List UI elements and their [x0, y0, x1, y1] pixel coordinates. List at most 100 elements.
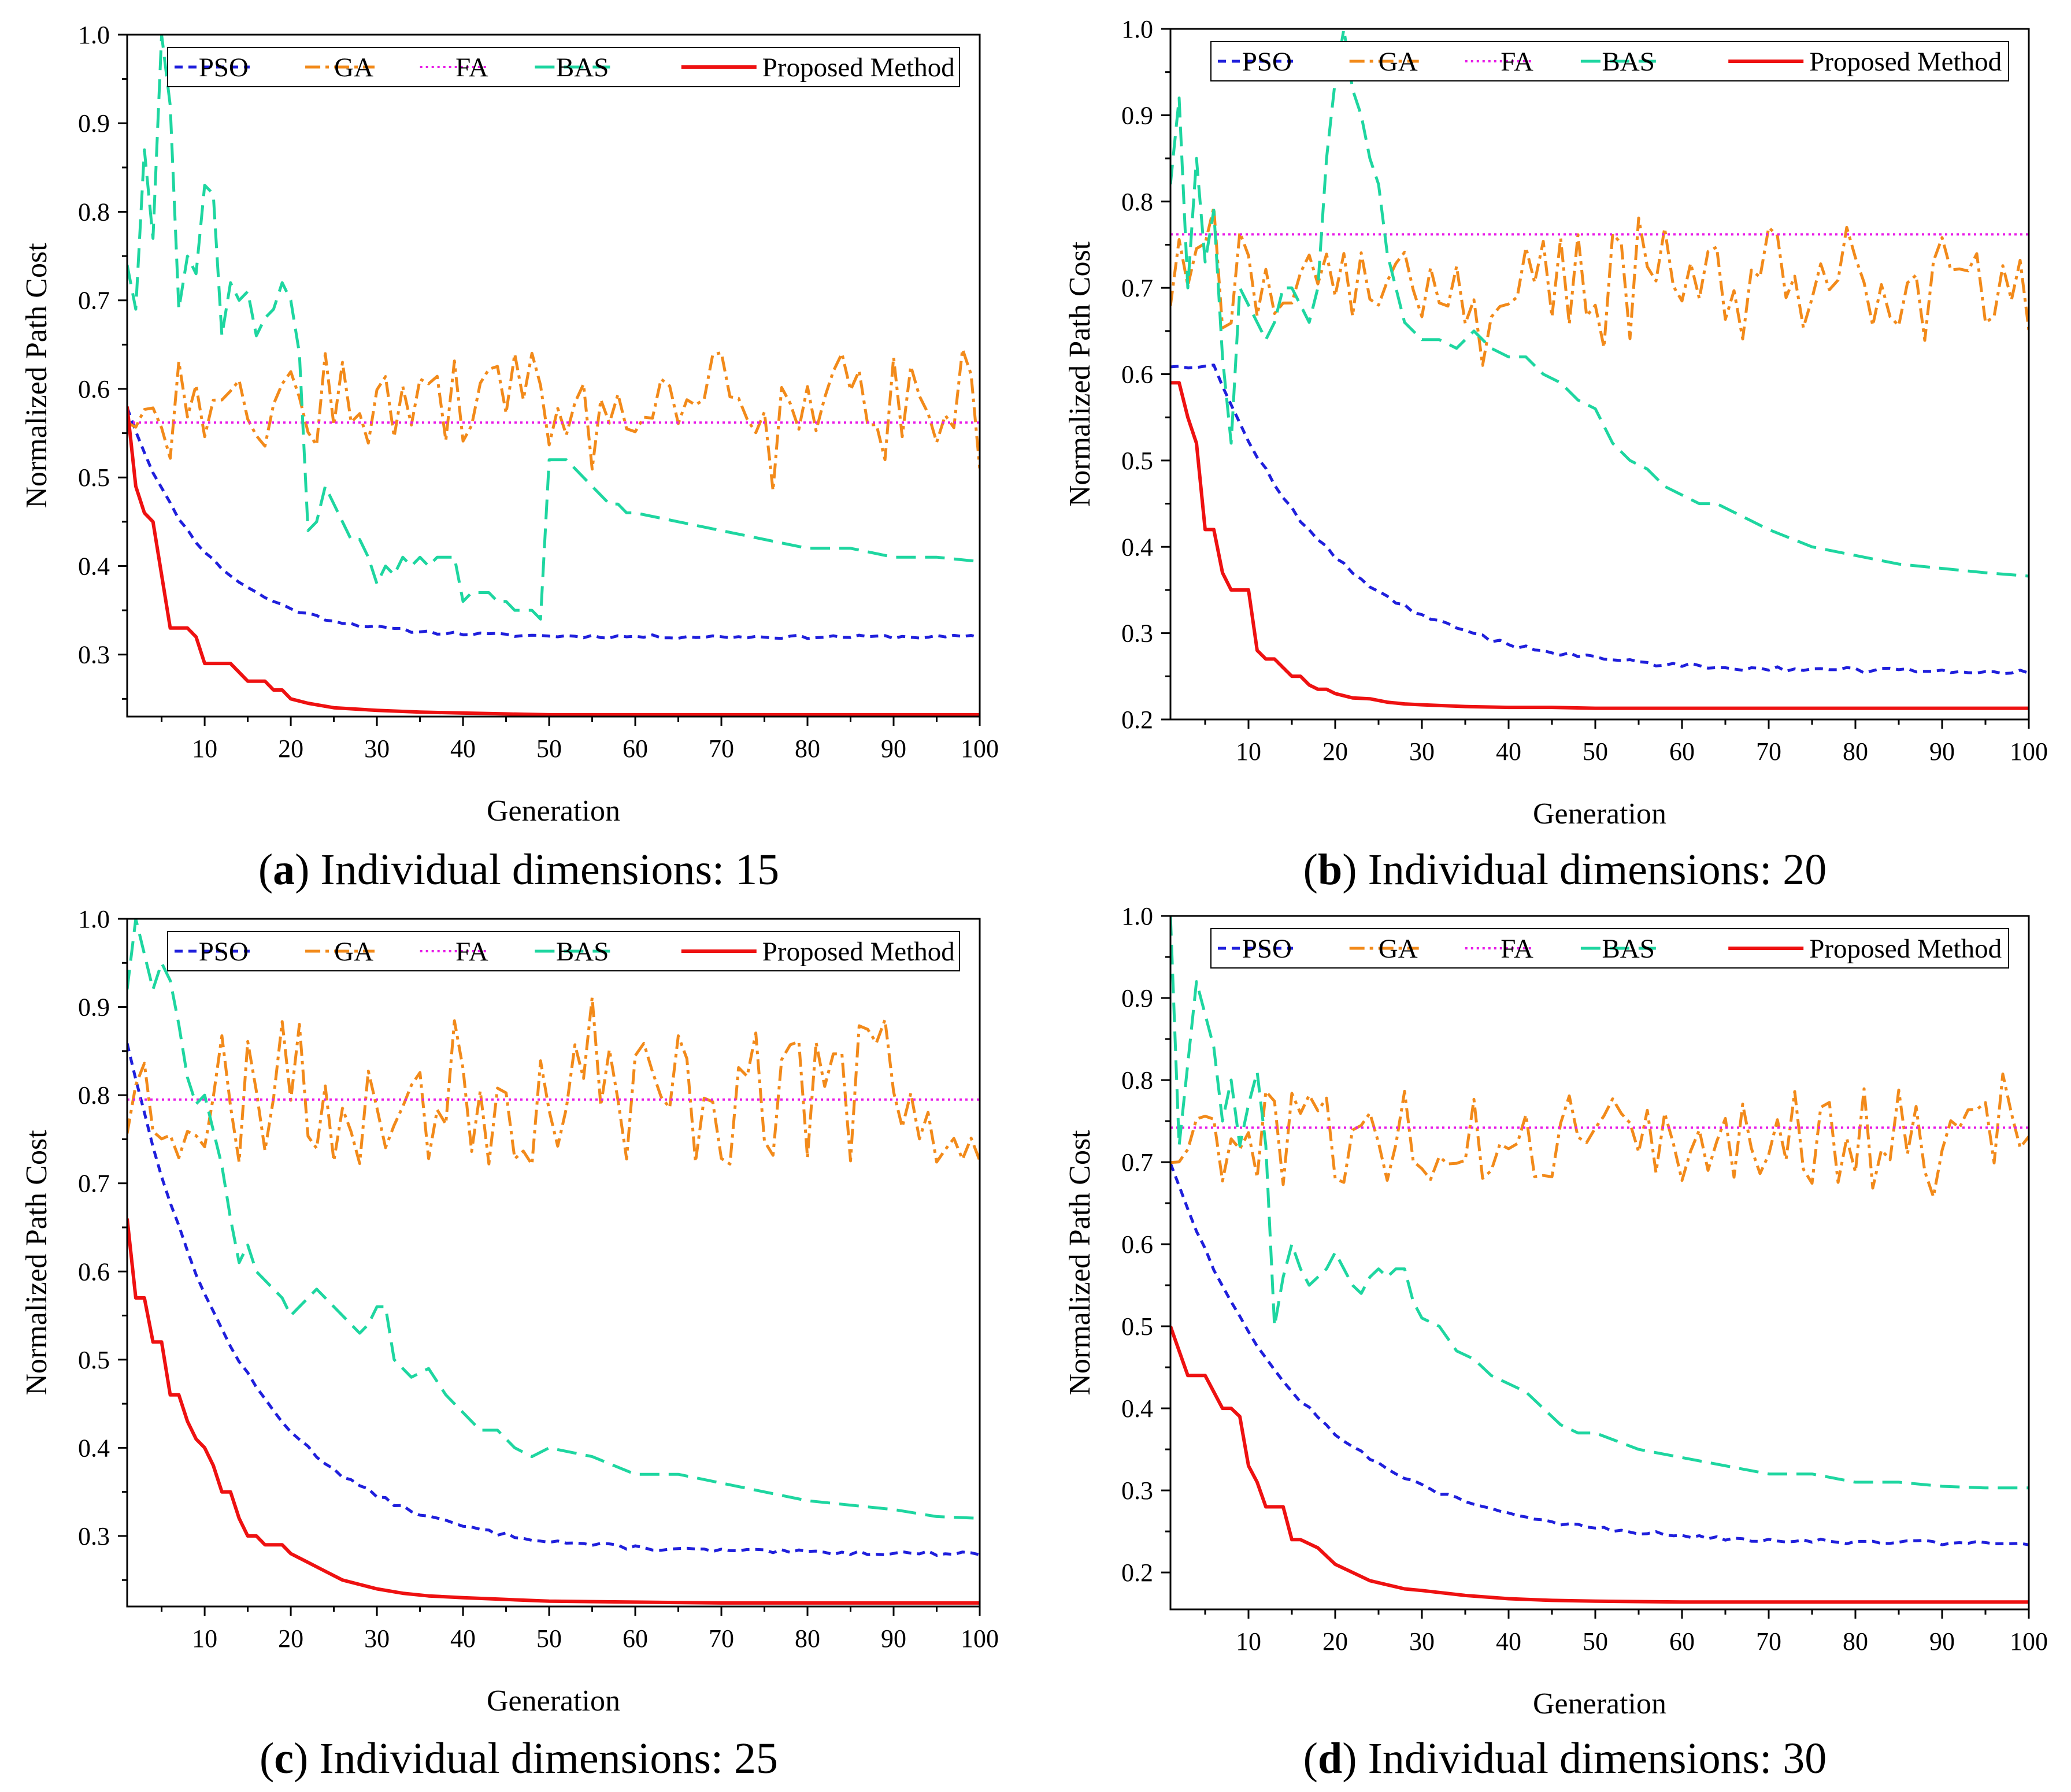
- y-tick-label: 1.0: [1121, 15, 1153, 43]
- x-tick-label: 70: [709, 734, 734, 763]
- x-axis-title: Generation: [487, 1685, 620, 1717]
- y-tick-label: 0.9: [1121, 101, 1153, 129]
- y-tick-label: 0.7: [78, 287, 110, 315]
- y-tick-label: 0.6: [78, 1257, 110, 1286]
- plot-frame: [1169, 28, 2030, 721]
- x-tick-label: 60: [1669, 1627, 1695, 1656]
- y-tick-label: 0.2: [1121, 1559, 1153, 1587]
- legend-label: BAS: [1602, 47, 1654, 77]
- y-tick-label: 1.0: [78, 21, 110, 49]
- legend-label: GA: [334, 937, 373, 967]
- y-tick-label: 0.9: [1121, 984, 1153, 1012]
- series-line-proposed-method: [127, 406, 980, 717]
- legend-label: PSO: [1242, 47, 1292, 77]
- y-axis-title: Normalized Path Cost: [1064, 241, 1096, 507]
- y-tick-label: 1.0: [1121, 902, 1153, 930]
- y-tick-label: 0.3: [1121, 1476, 1153, 1505]
- x-tick-label: 10: [192, 734, 217, 763]
- x-tick-label: 30: [364, 734, 390, 763]
- plot-frame: [126, 34, 981, 718]
- series-lines: [1170, 916, 2029, 1604]
- y-tick-label: 0.4: [78, 552, 110, 580]
- legend-label: BAS: [556, 937, 609, 967]
- y-tick-label: 0.5: [1121, 1312, 1153, 1341]
- legend-label: BAS: [556, 53, 609, 83]
- caption-paren: (: [258, 845, 273, 894]
- y-tick-label: 0.6: [1121, 361, 1153, 389]
- y-tick-label: 0.7: [1121, 274, 1153, 302]
- legend: PSO GA FA BAS Proposed Method: [1210, 41, 2009, 81]
- y-axis-title: Normalized Path Cost: [1064, 1130, 1096, 1396]
- legend: PSO GA FA BAS Proposed Method: [1210, 928, 2009, 969]
- y-tick-label: 0.4: [1121, 533, 1153, 561]
- x-tick-label: 60: [623, 734, 648, 763]
- x-axis-title: Generation: [1533, 1687, 1666, 1720]
- legend-label: Proposed Method: [1809, 47, 2002, 77]
- series-line-proposed-method: [127, 1218, 980, 1605]
- series-lines: [127, 35, 980, 717]
- series-line-bas: [1170, 29, 2029, 578]
- y-tick-label: 0.5: [1121, 447, 1153, 475]
- series-line-bas: [127, 919, 980, 1520]
- legend-label: FA: [455, 937, 488, 967]
- x-axis-title: Generation: [487, 795, 620, 828]
- x-tick-label: 50: [536, 734, 562, 763]
- y-axis-title: Normalized Path Cost: [20, 243, 53, 509]
- legend-label: GA: [1379, 47, 1418, 77]
- x-tick-label: 20: [1322, 1627, 1348, 1656]
- chart-panel-d: 10 20 30 40 50 60 70 80 90 100 0.2 0.3 0.4 0.5 0.6 0.7 0…: [1064, 902, 2048, 1783]
- x-tick-label: 50: [1583, 1627, 1608, 1656]
- series-line-bas: [1170, 916, 2029, 1490]
- y-tick-label: 0.8: [78, 1081, 110, 1110]
- series-line-proposed-method: [1170, 381, 2029, 710]
- series-line-ga: [1170, 1073, 2029, 1199]
- x-tick-label: 40: [450, 1624, 476, 1653]
- caption-letter: b: [1318, 845, 1342, 894]
- x-tick-label: 80: [795, 1624, 820, 1653]
- caption-paren: (: [260, 1734, 274, 1783]
- x-tick-label: 40: [1496, 737, 1521, 766]
- x-tick-label: 30: [1409, 737, 1435, 766]
- panel-caption: (d) Individual dimensions: 30: [1303, 1734, 1827, 1783]
- legend-label: BAS: [1602, 934, 1654, 964]
- legend-label: FA: [1501, 47, 1533, 77]
- x-tick-label: 100: [961, 734, 999, 763]
- y-tick-label: 0.9: [78, 993, 110, 1022]
- legend-label: Proposed Method: [762, 53, 955, 83]
- x-tick-label: 80: [795, 734, 820, 763]
- x-tick-label: 60: [1669, 737, 1695, 766]
- y-tick-label: 0.8: [1121, 1066, 1153, 1095]
- x-tick-label: 30: [364, 1624, 390, 1653]
- panel-caption: (a) Individual dimensions: 15: [258, 845, 779, 894]
- caption-letter: d: [1318, 1734, 1342, 1783]
- series-line-pso: [1170, 363, 2029, 676]
- series-line-ga: [127, 347, 980, 492]
- y-tick-label: 0.3: [78, 641, 110, 669]
- panel-caption: (c) Individual dimensions: 25: [260, 1734, 778, 1783]
- caption-text: ) Individual dimensions: 20: [1342, 845, 1827, 894]
- caption-text: ) Individual dimensions: 30: [1342, 1734, 1827, 1783]
- x-tick-label: 40: [1496, 1627, 1521, 1656]
- x-tick-label: 90: [881, 734, 906, 763]
- x-tick-label: 20: [1322, 737, 1348, 766]
- y-tick-label: 0.8: [78, 198, 110, 226]
- legend: PSO GA FA BAS Proposed Method: [167, 47, 960, 87]
- y-tick-label: 0.9: [78, 109, 110, 138]
- x-tick-label: 80: [1843, 737, 1868, 766]
- caption-paren: (: [1303, 1734, 1318, 1783]
- x-tick-label: 70: [1756, 737, 1781, 766]
- series-line-pso: [1170, 1163, 2029, 1546]
- x-tick-label: 30: [1409, 1627, 1435, 1656]
- x-tick-label: 90: [881, 1624, 906, 1653]
- chart-panel-c: 10 20 30 40 50 60 70 80 90 100 0.3 0.4 0.5 0.6 0.7 0.8 0…: [20, 905, 999, 1783]
- x-tick-label: 100: [2010, 1627, 2048, 1656]
- caption-letter: c: [274, 1734, 294, 1783]
- series-line-pso: [127, 1043, 980, 1557]
- x-tick-label: 10: [1236, 737, 1261, 766]
- caption-text: ) Individual dimensions: 15: [295, 845, 779, 894]
- series-lines: [127, 919, 980, 1605]
- y-tick-label: 0.2: [1121, 706, 1153, 734]
- plot-frame: [126, 918, 981, 1608]
- x-tick-label: 60: [623, 1624, 648, 1653]
